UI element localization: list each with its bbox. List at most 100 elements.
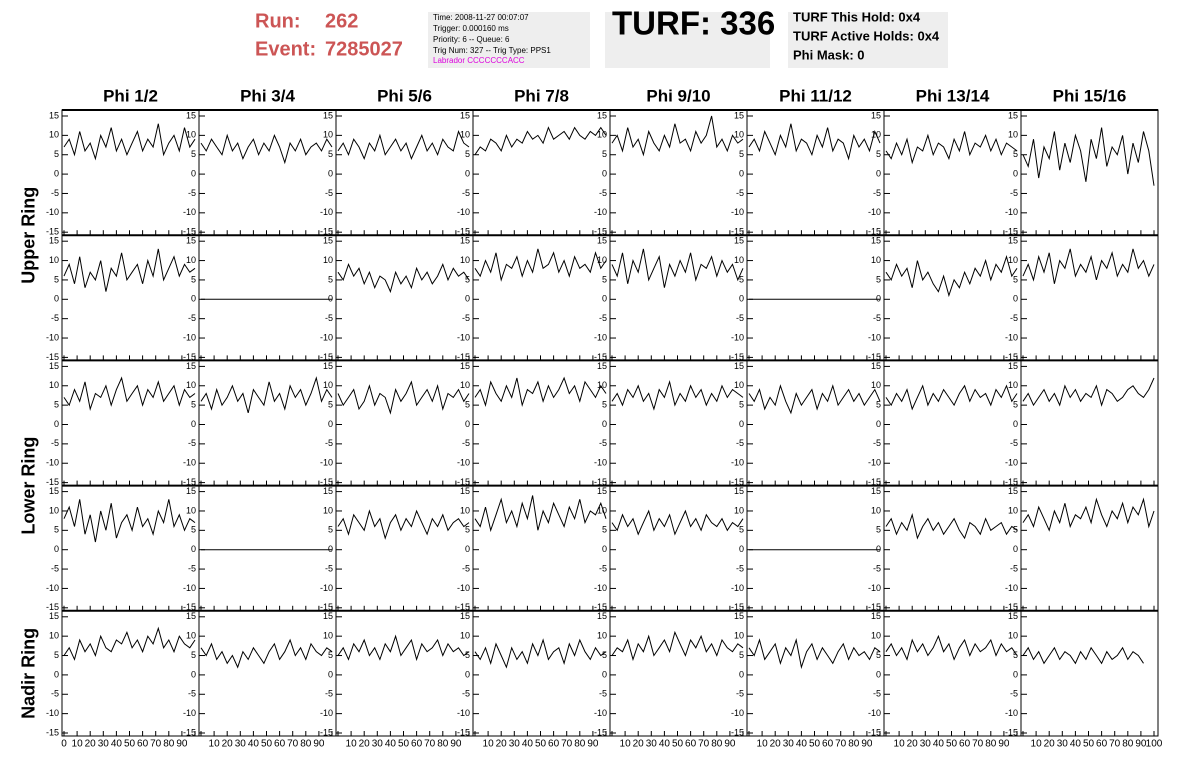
column-title: Phi 3/4 <box>240 86 295 105</box>
x-tick-label: 70 <box>972 739 984 750</box>
y-tick-label: -5 <box>736 438 744 448</box>
y-tick-label: 15 <box>734 236 744 246</box>
panel-frame <box>1020 610 1159 737</box>
y-tick-label: 10 <box>734 380 744 390</box>
y-tick-label: 15 <box>49 110 59 120</box>
y-tick-label: 0 <box>328 168 333 178</box>
y-tick-label: -5 <box>873 438 881 448</box>
x-tick-label: 60 <box>274 739 286 750</box>
y-tick-label: 5 <box>876 650 881 660</box>
panel-frame <box>472 485 611 612</box>
y-tick-label: 10 <box>1008 130 1018 140</box>
x-tick-label: 70 <box>287 739 299 750</box>
y-tick-label: 5 <box>1013 400 1018 410</box>
y-tick-label: -10 <box>594 458 607 468</box>
y-tick-label: -5 <box>873 188 881 198</box>
x-tick-label: 30 <box>646 739 658 750</box>
y-tick-label: -15 <box>457 602 470 612</box>
info-line: Time: 2008-11-27 00:07:07 <box>433 13 529 22</box>
panel-frame <box>472 610 611 737</box>
y-tick-label: 5 <box>876 525 881 535</box>
y-tick-label: 15 <box>871 486 881 496</box>
y-tick-label: 5 <box>328 274 333 284</box>
y-tick-label: 5 <box>739 274 744 284</box>
waveform <box>1022 127 1155 186</box>
x-tick-label: 90 <box>450 739 462 750</box>
x-tick-label: 50 <box>398 739 410 750</box>
y-tick-label: 0 <box>465 168 470 178</box>
y-tick-label: 15 <box>597 486 607 496</box>
panel-frame <box>61 485 200 612</box>
y-tick-label: 10 <box>323 255 333 265</box>
panel-frame <box>883 234 1022 361</box>
x-tick-label: 70 <box>835 739 847 750</box>
y-tick-label: -5 <box>188 563 196 573</box>
y-tick-label: -15 <box>1005 352 1018 362</box>
y-tick-label: -5 <box>599 188 607 198</box>
y-tick-label: -10 <box>594 583 607 593</box>
y-tick-label: -15 <box>457 352 470 362</box>
panel-frame <box>198 610 337 737</box>
panel-frame <box>609 359 748 487</box>
y-tick-label: 15 <box>1008 486 1018 496</box>
waveform <box>337 509 470 540</box>
x-tick-label: 100 <box>1146 739 1163 750</box>
y-tick-label: 15 <box>597 110 607 120</box>
panel-frame <box>746 109 885 236</box>
y-tick-label: -5 <box>736 563 744 573</box>
y-tick-label: 10 <box>186 255 196 265</box>
x-tick-label: 0 <box>61 739 67 750</box>
x-tick-label: 90 <box>176 739 188 750</box>
y-tick-label: 10 <box>323 380 333 390</box>
y-tick-label: -10 <box>320 207 333 217</box>
y-tick-label: -15 <box>320 227 333 237</box>
y-tick-label: -15 <box>868 477 881 487</box>
y-tick-label: 15 <box>734 110 744 120</box>
y-tick-label: -10 <box>594 207 607 217</box>
y-tick-label: -10 <box>868 708 881 718</box>
info-box <box>428 12 590 68</box>
y-tick-label: -15 <box>183 352 196 362</box>
x-tick-label: 80 <box>300 739 312 750</box>
y-tick-label: 15 <box>49 361 59 371</box>
waveform <box>885 254 1018 298</box>
y-tick-label: -5 <box>599 313 607 323</box>
y-tick-label: 5 <box>1013 525 1018 535</box>
y-tick-label: 0 <box>1013 294 1018 304</box>
y-tick-label: 10 <box>49 505 59 515</box>
panel-frame <box>746 359 885 487</box>
y-tick-label: -10 <box>46 458 59 468</box>
y-tick-label: -5 <box>462 438 470 448</box>
y-tick-label: 15 <box>1008 361 1018 371</box>
x-tick-label: 60 <box>137 739 149 750</box>
y-tick-label: 10 <box>460 255 470 265</box>
x-tick-label: 40 <box>796 739 808 750</box>
y-tick-label: 5 <box>1013 274 1018 284</box>
y-tick-label: 0 <box>1013 419 1018 429</box>
y-tick-label: 15 <box>49 486 59 496</box>
x-tick-label: 80 <box>437 739 449 750</box>
y-tick-label: 5 <box>602 525 607 535</box>
y-tick-label: -10 <box>731 458 744 468</box>
x-tick-label: 70 <box>1109 739 1121 750</box>
y-tick-label: 0 <box>191 294 196 304</box>
y-tick-label: 15 <box>734 361 744 371</box>
turf-box <box>605 12 770 68</box>
x-tick-label: 50 <box>261 739 273 750</box>
y-tick-label: -10 <box>1005 207 1018 217</box>
y-tick-label: -5 <box>1010 689 1018 699</box>
y-tick-label: -5 <box>188 313 196 323</box>
y-tick-label: 10 <box>49 255 59 265</box>
y-tick-label: -15 <box>731 727 744 737</box>
y-tick-label: 10 <box>597 255 607 265</box>
y-tick-label: -10 <box>183 458 196 468</box>
row-title: Lower Ring <box>19 437 39 535</box>
x-tick-label: 10 <box>483 739 495 750</box>
y-tick-label: 0 <box>465 669 470 679</box>
y-tick-label: 10 <box>597 631 607 641</box>
y-tick-label: 5 <box>191 650 196 660</box>
x-tick-label: 40 <box>248 739 260 750</box>
x-tick-label: 40 <box>385 739 397 750</box>
y-tick-label: -5 <box>736 188 744 198</box>
y-tick-label: -15 <box>594 602 607 612</box>
